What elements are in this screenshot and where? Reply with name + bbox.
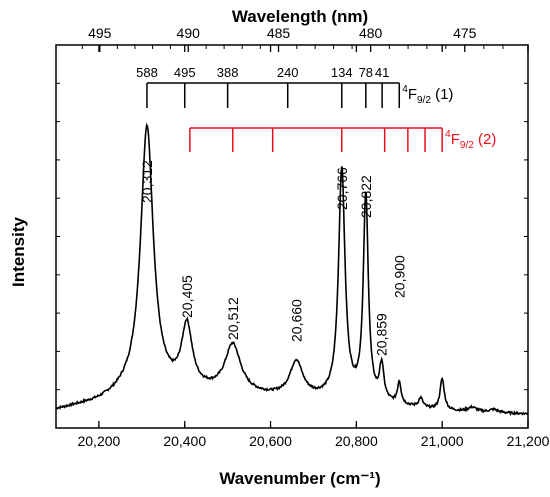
ladder-value-label: 134 [331,65,353,80]
peak-label: 20,660 [288,299,304,342]
x-tick-label: 20,400 [163,433,206,449]
x-tick-label: 20,800 [335,433,378,449]
peak-label: 20,859 [374,313,390,356]
ladder-value-label: 240 [277,65,299,80]
top-tick-label: 480 [359,25,383,41]
energy-level-ladders: 588 495 388 240 134 78 41 4F9/2 (1) 4F9/2 (2) [136,65,496,152]
y-axis-title: Intensity [9,217,28,287]
top-tick-label: 490 [177,25,201,41]
term-label: 4F9/2 (1) [402,84,453,106]
ladder-value-label: 495 [174,65,196,80]
term-label: 4F9/2 (2) [445,129,496,151]
ladder-value-label: 41 [375,65,389,80]
x-tick-label: 20,200 [77,433,120,449]
peak-label: 20,312 [139,160,155,203]
top-tick-label: 475 [453,25,477,41]
ladder-value-label: 388 [217,65,239,80]
x-tick-label: 21,200 [507,433,550,449]
ladder-1: 588 495 388 240 134 78 41 4F9/2 (1) [136,65,453,108]
x-tick-label: 20,600 [249,433,292,449]
peak-label: 20,512 [225,297,241,340]
spectrum-line [55,122,528,417]
peak-label: 20,900 [391,255,407,298]
ladder-value-label: 588 [136,65,158,80]
ladder-value-label: 78 [359,65,373,80]
ladder-2: 4F9/2 (2) [189,127,496,152]
plot-frame [55,44,529,429]
top-tick-label: 495 [88,25,112,41]
peak-label: 20,405 [179,275,195,318]
peak-label: 20,766 [334,167,350,210]
top-axis-title: Wavelength (nm) [232,7,368,26]
x-axis-title: Wavenumber (cm⁻¹) [219,469,380,488]
peak-labels: 20,312 20,405 20,512 20,660 20,766 20,822 20,8… [139,160,407,356]
peak-label: 20,822 [358,175,374,218]
top-tick-label: 485 [267,25,291,41]
axis-ticks: 20,200 20,400 20,600 20,800 21,000 21,200 495 4… [56,25,550,449]
x-tick-label: 21,000 [421,433,464,449]
spectrum-series [55,122,528,417]
